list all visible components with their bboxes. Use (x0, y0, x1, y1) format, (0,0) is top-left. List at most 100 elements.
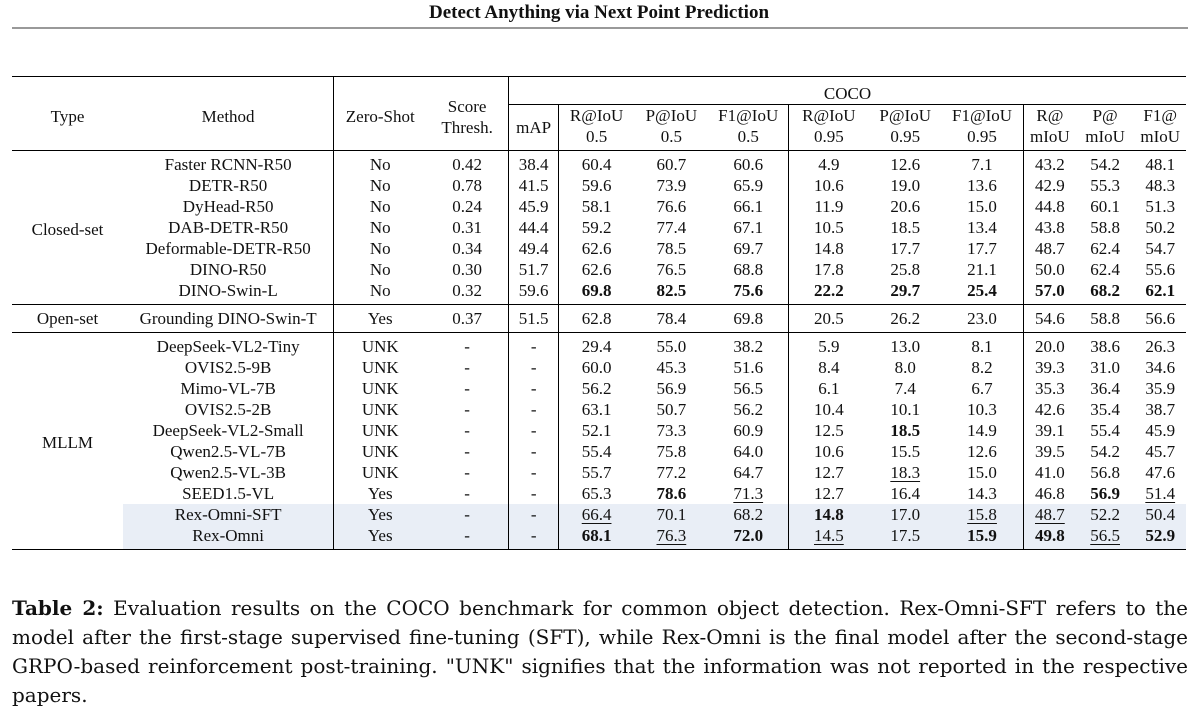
cell-metric-value: 45.3 (656, 358, 687, 377)
table-row: Deformable-DETR-R50 No 0.34 49.4 62.6 78.5 69.… (12, 238, 1186, 259)
cell-metric: 65.3 (558, 483, 634, 504)
table-row: DETR-R50 No 0.78 41.5 59.6 73.9 65.9 10.6 19.0 13… (12, 175, 1186, 196)
cell-score-thresh: - (426, 525, 509, 550)
cell-metric: 78.6 (634, 483, 709, 504)
cell-metric: 45.7 (1134, 441, 1186, 462)
cell-metric: 66.1 (709, 196, 788, 217)
cell-metric: 82.5 (634, 280, 709, 305)
cell-metric: 56.5 (1075, 525, 1135, 550)
cell-metric-value: - (530, 379, 537, 398)
cell-metric: 52.2 (1075, 504, 1135, 525)
group-mllm: MLLM DeepSeek-VL2-Tiny UNK - -29.4 55.0 38.2 5.… (12, 332, 1186, 550)
cell-metric: 60.6 (709, 151, 788, 176)
cell-metric: 13.6 (941, 175, 1023, 196)
cell-metric-value: 34.6 (1145, 358, 1176, 377)
row-type-label: Open-set (36, 309, 99, 328)
cell-metric: 25.8 (869, 259, 941, 280)
cell-score-thresh: - (464, 442, 470, 461)
cell-method: Qwen2.5-VL-7B (170, 442, 286, 461)
cell-metric: - (507, 357, 559, 378)
cell-metric-value: 25.8 (890, 260, 921, 279)
cell-metric-value: 42.6 (1035, 400, 1065, 419)
cell-metric: 49.4 (507, 238, 559, 259)
cell-metric: 55.6 (1134, 259, 1186, 280)
cell-metric-value: 59.2 (581, 218, 612, 237)
cell-metric-value: 17.7 (967, 239, 997, 258)
cell-metric-value: 35.9 (1145, 379, 1176, 398)
cell-metric: 42.6 (1022, 399, 1076, 420)
cell-metric: 56.2 (558, 378, 634, 399)
cell-metric: 51.4 (1134, 483, 1186, 504)
table-row: DINO-R50 No 0.30 51.7 62.6 76.5 68.8 17.8 25.8 21… (12, 259, 1186, 280)
cell-metric-value: 76.5 (656, 260, 687, 279)
cell-metric-value: 51.5 (518, 309, 549, 328)
cell-metric-value: 26.3 (1145, 337, 1176, 356)
cell-metric-value: - (530, 442, 537, 461)
cell-metric: 54.2 (1076, 441, 1135, 462)
col-header-metric: F1@IoU (952, 106, 1013, 125)
cell-metric-value: 50.7 (656, 400, 687, 419)
table-row: OVIS2.5-9B UNK - - 60.0 45.3 51.6 8.4 8.0 8.2 39.3… (12, 357, 1186, 378)
cell-metric-value: - (530, 358, 537, 377)
running-header: Detect Anything via Next Point Predictio… (428, 2, 770, 23)
cell-method: Qwen2.5-VL-3B (170, 463, 286, 482)
cell-zero-shot: No (333, 196, 427, 217)
cell-metric-value: 29.4 (581, 337, 612, 356)
cell-metric-value: 17.7 (890, 239, 921, 258)
cell-metric-value: 7.4 (894, 379, 916, 398)
cell-metric-value: 69.8 (581, 281, 612, 300)
cell-metric: 62.4 (1076, 238, 1135, 259)
cell-metric: 78.5 (634, 238, 709, 259)
cell-score-thresh: - (464, 421, 470, 440)
cell-metric-value: 38.4 (518, 155, 549, 174)
cell-zero-shot: No (333, 175, 427, 196)
cell-metric: 17.7 (869, 238, 941, 259)
table-row: SEED1.5-VL Yes - - 65.3 78.6 71.3 12.7 16.4 14.3 4… (12, 483, 1186, 504)
cell-metric-value: 39.1 (1035, 421, 1065, 440)
cell-metric-value: 54.2 (1090, 442, 1120, 461)
cell-metric-value: 56.9 (1090, 484, 1120, 503)
col-header-metric: P@ (1092, 106, 1118, 125)
cell-metric: 6.7 (941, 378, 1023, 399)
cell-metric-value: 45.9 (1145, 421, 1176, 440)
cell-metric-value: 43.2 (1035, 155, 1065, 174)
cell-metric: 51.7 (507, 259, 559, 280)
cell-metric: 58.1 (558, 196, 634, 217)
cell-score-thresh: - (426, 504, 509, 525)
cell-metric: 13.0 (869, 333, 941, 358)
cell-zero-shot: UNK (333, 462, 427, 483)
cell-metric-value: 14.8 (814, 239, 844, 258)
score-thresh-line2: Thresh. (441, 117, 493, 137)
cell-score-thresh: 0.31 (452, 218, 482, 237)
cell-metric-value: 63.1 (581, 400, 612, 419)
cell-zero-shot: No (333, 150, 427, 175)
cell-metric: 45.9 (1134, 420, 1186, 441)
cell-metric: 17.0 (869, 504, 942, 525)
cell-metric-value: 60.6 (733, 155, 764, 174)
cell-metric-value: 68.1 (581, 526, 612, 545)
cell-metric: - (507, 483, 559, 504)
cell-method: DeepSeek-VL2-Tiny (156, 337, 300, 356)
cell-method: OVIS2.5-2B (184, 400, 272, 419)
cell-zero-shot: No (333, 280, 427, 305)
cell-metric: 41.0 (1022, 462, 1076, 483)
cell-metric-value: 39.3 (1035, 358, 1065, 377)
cell-metric-value: 11.9 (814, 197, 844, 216)
cell-metric-value: 60.9 (733, 421, 764, 440)
table-row: OVIS2.5-2B UNK - - 63.1 50.7 56.2 10.4 10.1 10.3 4… (12, 399, 1186, 420)
cell-metric-value: 15.5 (890, 442, 921, 461)
cell-zero-shot: UNK (333, 420, 427, 441)
cell-metric: 15.8 (941, 504, 1024, 525)
cell-metric-value: 54.2 (1090, 155, 1120, 174)
cell-metric: 38.7 (1134, 399, 1186, 420)
results-table: Type Method Zero-Shot Score Thresh. COCO … (12, 76, 1186, 550)
col-header-metric: P@IoU (879, 106, 931, 125)
cell-metric-value: - (530, 463, 537, 482)
cell-method: DAB-DETR-R50 (168, 218, 289, 237)
table-row: Qwen2.5-VL-3B UNK - - 55.7 77.2 64.7 12.7 18.3 15… (12, 462, 1186, 483)
cell-metric-value: 62.8 (581, 309, 612, 328)
col-header-metric: R@ (1022, 104, 1076, 126)
cell-metric: 19.0 (869, 175, 941, 196)
col-header-metric: F1@ (1143, 106, 1178, 125)
cell-metric: 15.5 (869, 441, 941, 462)
